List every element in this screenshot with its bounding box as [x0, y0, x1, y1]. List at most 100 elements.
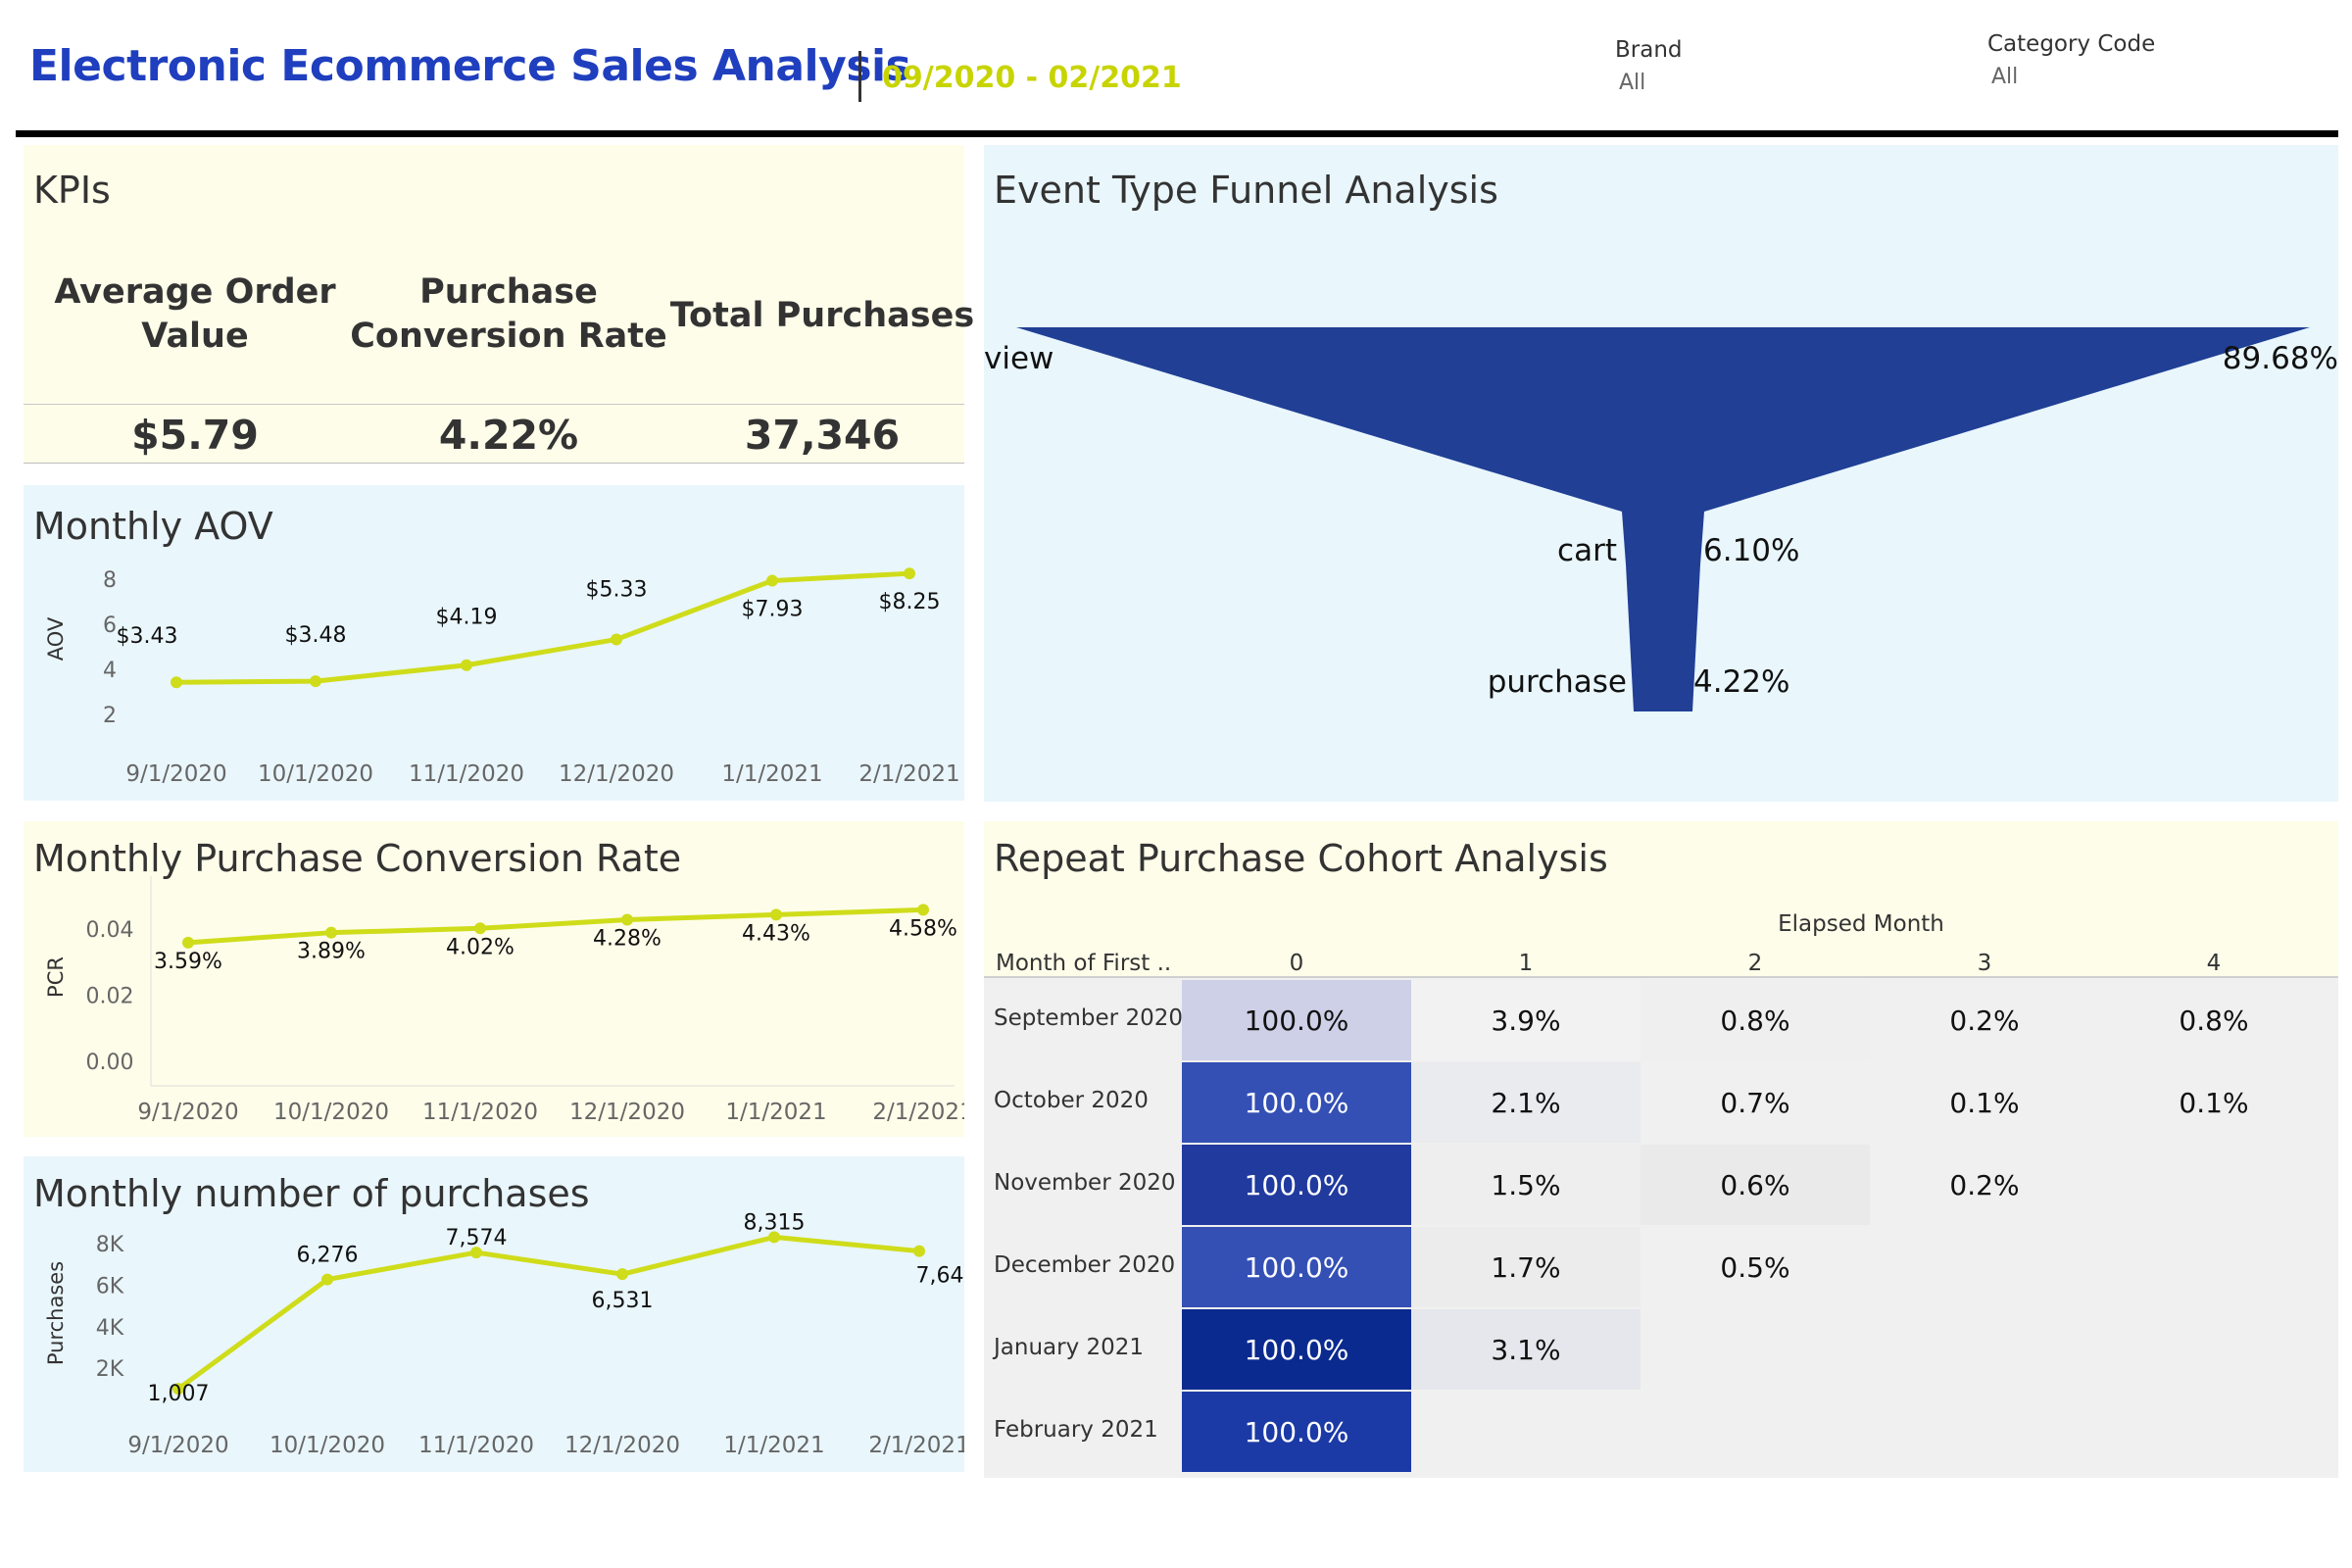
date-range: 09/2020 - 02/2021: [882, 61, 1182, 95]
kpi-aov-label: Average Order Value: [54, 272, 336, 356]
kpi-pcr-value: 4.22%: [438, 412, 579, 459]
kpi-panel: KPIs Average Order Value Purchase Conversi…: [24, 145, 974, 464]
purchases-data-label: 6,276: [297, 1244, 359, 1268]
pcr-x-tick-label: 10/1/2020: [273, 1100, 389, 1125]
purchases-y-tick-label: 4K: [96, 1316, 124, 1341]
cohort-row-label: February 2021: [994, 1417, 1158, 1443]
aov-data-label: $3.43: [117, 624, 178, 649]
cohort-cell: 0.8%: [1641, 980, 1870, 1060]
pcr-y-axis-label: PCR: [44, 956, 68, 998]
aov-y-axis-label: AOV: [44, 616, 68, 661]
cohort-row-label: November 2020: [994, 1170, 1176, 1196]
cohort-cell: [1641, 1309, 1870, 1390]
funnel-shape: [1016, 327, 2310, 711]
cohort-panel-header: Repeat Purchase Cohort Analysis Elapsed …: [984, 821, 2338, 978]
category-code-filter-value[interactable]: All: [1991, 65, 2019, 89]
cohort-column-header: 1: [1518, 951, 1534, 976]
kpi-aov-value: $5.79: [131, 412, 259, 459]
aov-x-tick-label: 2/1/2021: [858, 761, 959, 787]
cohort-cell: 1.5%: [1411, 1145, 1641, 1225]
funnel-category-label: purchase: [1488, 664, 1627, 700]
pcr-y-tick-label: 0.02: [86, 985, 134, 1009]
pcr-data-label: 4.02%: [446, 935, 514, 959]
funnel-panel: Event Type Funnel Analysis view 89.68% car…: [984, 145, 2338, 802]
cohort-row-label: December 2020: [994, 1252, 1176, 1278]
cohort-cell: 0.2%: [1870, 1145, 2099, 1225]
funnel-title: Event Type Funnel Analysis: [994, 169, 1498, 212]
cohort-cell: 2.1%: [1411, 1062, 1641, 1143]
cohort-cell: 0.2%: [1870, 980, 2099, 1060]
pcr-x-tick-label: 9/1/2020: [137, 1100, 238, 1125]
cohort-cell: 3.9%: [1411, 980, 1641, 1060]
aov-data-point: [904, 567, 915, 580]
pcr-data-label: 3.89%: [297, 940, 366, 964]
pcr-data-point: [474, 922, 486, 935]
cohort-row-label: January 2021: [994, 1335, 1145, 1360]
pcr-data-label: 4.28%: [593, 926, 662, 951]
pcr-series-line: [187, 906, 924, 946]
pcr-x-tick-label: 2/1/2021: [872, 1100, 964, 1125]
purchases-y-tick-label: 6K: [96, 1274, 124, 1298]
kpi-divider: [24, 404, 964, 405]
monthly-aov-title: Monthly AOV: [33, 505, 273, 548]
cohort-column-header: 4: [2206, 951, 2222, 976]
cohort-cell: 100.0%: [1182, 1062, 1411, 1143]
cohort-cell: 0.1%: [2099, 1062, 2328, 1143]
pcr-x-tick-label: 11/1/2020: [422, 1100, 538, 1125]
cohort-cell: 0.5%: [1641, 1227, 1870, 1307]
purchases-data-label: 7,574: [446, 1226, 508, 1250]
funnel-value-label: 89.68%: [2223, 341, 2338, 376]
purchases-y-axis-label: Purchases: [44, 1261, 68, 1365]
pcr-data-label: 3.59%: [154, 950, 222, 974]
pcr-data-label: 4.43%: [742, 921, 810, 946]
aov-data-label: $5.33: [586, 577, 648, 602]
pcr-data-point: [182, 936, 194, 949]
cohort-cell: 100.0%: [1182, 1145, 1411, 1225]
kpi-total-purchases-label: Total Purchases: [669, 296, 975, 335]
cohort-cell: 100.0%: [1182, 1392, 1411, 1472]
purchases-data-point: [768, 1231, 780, 1244]
aov-y-tick-label: 2: [103, 704, 117, 728]
aov-data-label: $4.19: [436, 606, 498, 630]
monthly-aov-chart: AOV 2 4 6 8 9/1/2020 10/1/2020 11/1/2020 12/1/20…: [44, 567, 960, 787]
aov-data-label: $3.48: [285, 623, 347, 648]
funnel-category-label: cart: [1557, 533, 1617, 568]
purchases-data-label: 8,315: [744, 1210, 806, 1235]
cohort-cell: 100.0%: [1182, 1309, 1411, 1390]
pcr-y-tick-label: 0.04: [86, 918, 134, 943]
cohort-cell: 1.7%: [1411, 1227, 1641, 1307]
elapsed-month-label: Elapsed Month: [1778, 911, 1944, 937]
monthly-purchases-title: Monthly number of purchases: [33, 1172, 590, 1215]
kpi-total-purchases-value: 37,346: [744, 412, 901, 459]
pcr-x-tick-label: 1/1/2021: [725, 1100, 826, 1125]
funnel-value-label: 4.22%: [1693, 664, 1789, 700]
aov-data-point: [611, 633, 622, 646]
purchases-x-tick-label: 11/1/2020: [418, 1433, 534, 1458]
brand-filter[interactable]: Brand All: [1615, 37, 1683, 95]
cohort-cell: [1641, 1392, 1870, 1472]
pcr-data-point: [621, 913, 633, 926]
pcr-y-tick-label: 0.00: [86, 1051, 134, 1075]
aov-data-label: $7.93: [742, 598, 804, 622]
cohort-cell: [2099, 1392, 2328, 1472]
purchases-data-point: [321, 1273, 333, 1286]
cohort-cell: [1870, 1309, 2099, 1390]
brand-filter-label: Brand: [1615, 37, 1683, 63]
funnel-chart: view 89.68% cart 6.10% purchase 4.22%: [984, 327, 2338, 711]
aov-x-tick-label: 10/1/2020: [258, 761, 373, 787]
cohort-column-header: 3: [1977, 951, 1992, 976]
aov-y-tick-label: 6: [103, 613, 117, 638]
aov-y-tick-label: 8: [103, 568, 117, 593]
aov-data-point: [766, 574, 778, 587]
category-code-filter[interactable]: Category Code All: [1987, 31, 2155, 89]
cohort-cell: 0.1%: [1870, 1062, 2099, 1143]
purchases-x-tick-label: 2/1/2021: [868, 1433, 964, 1458]
purchases-y-tick-label: 8K: [96, 1233, 124, 1257]
purchases-y-tick-label: 2K: [96, 1357, 124, 1382]
brand-filter-value[interactable]: All: [1619, 71, 1646, 95]
cohort-row-label: September 2020: [994, 1005, 1183, 1031]
monthly-purchases-chart: Purchases 2K 4K 6K 8K 9/1/2020 10/1/2020 11/1/2…: [44, 1210, 964, 1458]
monthly-purchases-panel: Monthly number of purchases Purchases 2K 4…: [24, 1156, 964, 1472]
monthly-pcr-chart: PCR 0.00 0.02 0.04 9/1/2020 10/1/2020 11/1/202…: [44, 876, 964, 1125]
aov-data-label: $8.25: [879, 590, 941, 614]
